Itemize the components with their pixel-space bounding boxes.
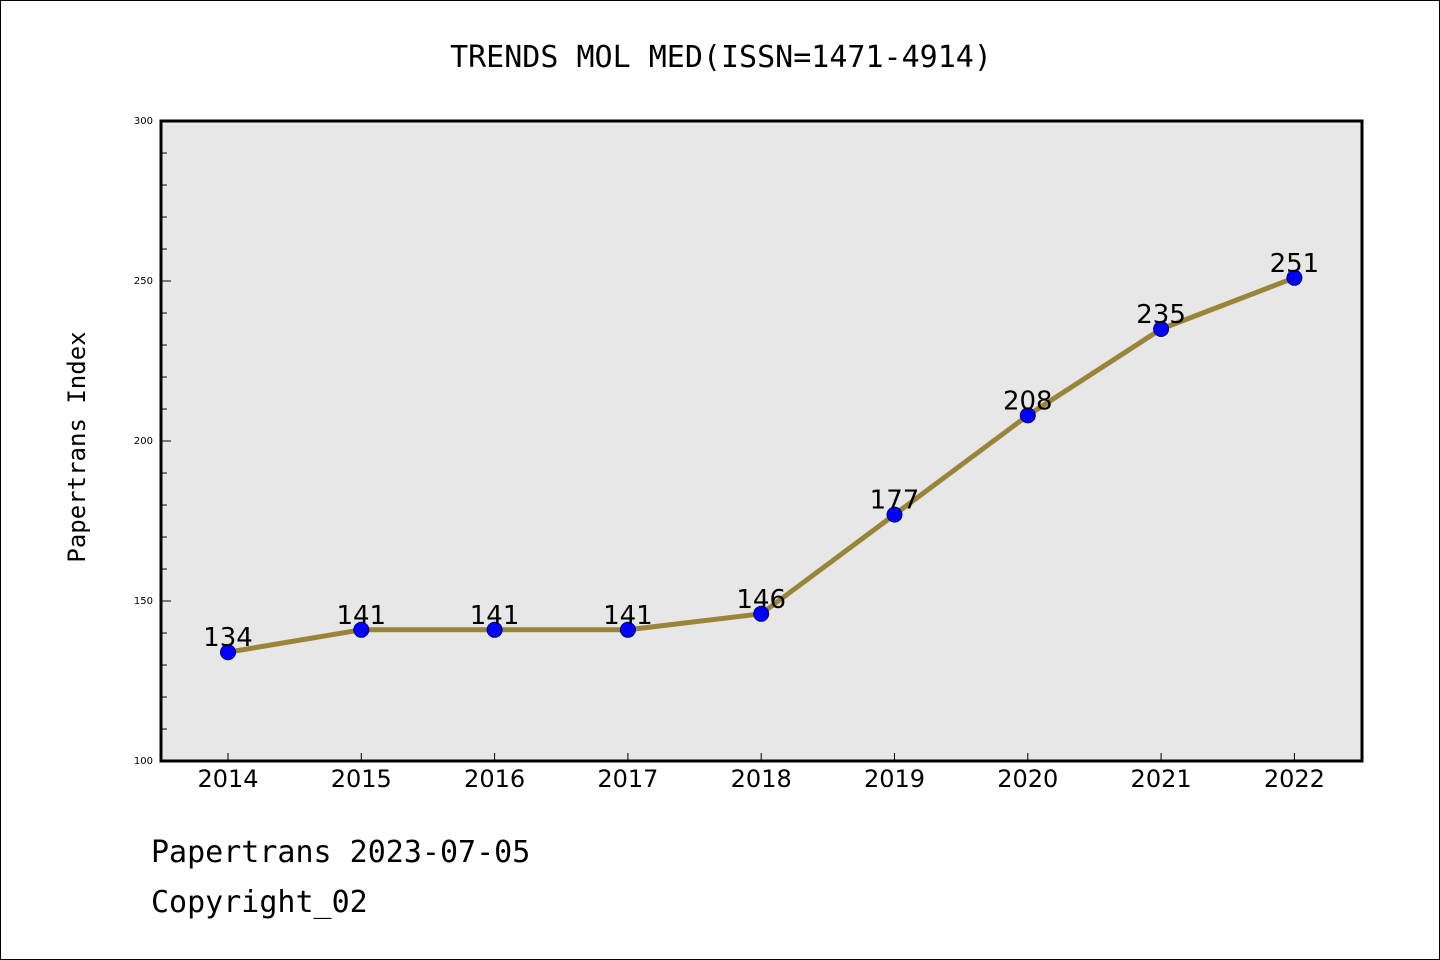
x-tick-label: 2015 <box>331 765 392 793</box>
y-axis: 100 150 200 250 300 <box>134 116 171 767</box>
x-tick-label: 2019 <box>864 765 925 793</box>
x-tick-label: 2018 <box>731 765 792 793</box>
x-tick-label: 2021 <box>1131 765 1192 793</box>
data-label: 141 <box>603 601 653 631</box>
data-point-marker <box>753 605 770 622</box>
data-point-marker <box>353 621 370 638</box>
x-axis: 2014 2015 2016 2017 2018 2019 2020 2021 2022 <box>197 753 1325 793</box>
x-tick-label: 2022 <box>1264 765 1325 793</box>
data-point-marker <box>1153 321 1170 337</box>
chart-title: TRENDS MOL MED(ISSN=1471-4914) <box>450 40 992 75</box>
x-tick-label: 2014 <box>197 765 258 793</box>
data-point-marker <box>1019 407 1036 424</box>
plot-area <box>159 119 1364 763</box>
y-tick-label: 100 <box>134 756 153 767</box>
data-point-marker <box>486 621 503 638</box>
x-tick-label: 2017 <box>597 765 658 793</box>
footer-date-text: Papertrans 2023-07-05 <box>151 835 531 870</box>
data-label: 235 <box>1136 300 1186 330</box>
data-label: 177 <box>870 486 920 516</box>
data-point-marker <box>619 621 636 638</box>
y-tick-label: 150 <box>134 596 153 607</box>
x-tick-label: 2020 <box>997 765 1058 793</box>
footer-copyright-text: Copyright_02 <box>151 885 368 920</box>
data-label: 146 <box>736 585 786 615</box>
data-point-marker <box>886 506 903 523</box>
y-tick-label: 300 <box>134 116 153 127</box>
data-points <box>220 269 1303 661</box>
data-point-marker <box>1286 269 1303 286</box>
data-label: 251 <box>1270 249 1320 279</box>
x-tick-label: 2016 <box>464 765 525 793</box>
y-tick-label: 250 <box>134 276 153 287</box>
data-labels: 134 141 141 141 146 177 208 235 251 <box>203 249 1319 653</box>
data-label: 141 <box>336 601 386 631</box>
data-label: 208 <box>1003 386 1053 416</box>
data-label: 141 <box>470 601 520 631</box>
y-tick-label: 200 <box>134 436 153 447</box>
data-point-marker <box>220 644 236 661</box>
y-axis-label: Papertrans Index <box>63 331 91 562</box>
data-label: 134 <box>203 623 253 653</box>
